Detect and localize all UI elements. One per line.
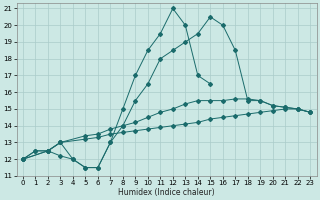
X-axis label: Humidex (Indice chaleur): Humidex (Indice chaleur) (118, 188, 215, 197)
